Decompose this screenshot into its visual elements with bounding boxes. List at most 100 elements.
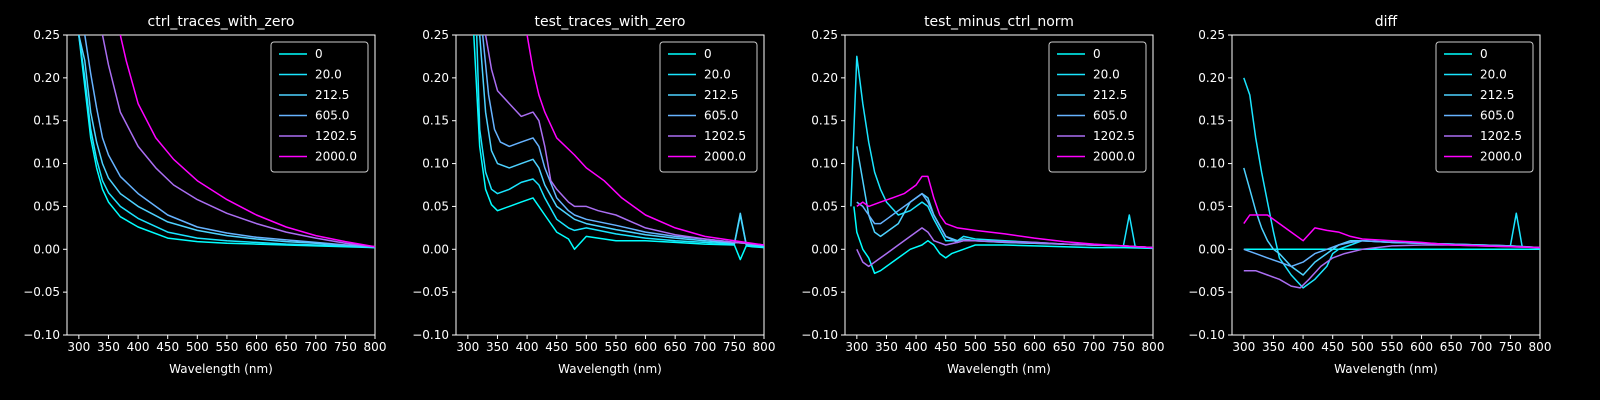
series-line-212-5 — [478, 35, 764, 247]
series-group — [78, 35, 375, 249]
y-tick-label: 0.15 — [422, 114, 449, 128]
legend: 0 20.0 212.5 605.0 1202.5 2000.0 — [1435, 41, 1534, 173]
legend: 0 20.0 212.5 605.0 1202.5 2000.0 — [1048, 41, 1147, 173]
y-tick-label: 0.10 — [811, 157, 838, 171]
chart-title: ctrl_traces_with_zero — [148, 14, 295, 30]
x-axis-label: Wavelength (nm) — [947, 362, 1051, 376]
legend-label: 2000.0 — [1480, 150, 1522, 164]
y-tick-label: 0.20 — [33, 71, 60, 85]
y-tick-label: 0.05 — [1198, 199, 1225, 213]
y-tick-label: 0.15 — [33, 114, 60, 128]
x-tick-label: 300 — [845, 340, 868, 354]
legend-label: 212.5 — [704, 88, 738, 102]
series-line-0 — [78, 35, 375, 249]
y-tick-label: 0.05 — [33, 199, 60, 213]
x-tick-label: 350 — [875, 340, 898, 354]
y-tick-label: 0.00 — [33, 242, 60, 256]
x-tick-label: 400 — [1292, 340, 1315, 354]
x-tick-label: 600 — [1410, 340, 1433, 354]
series-line-2000-0 — [119, 35, 375, 248]
series-line-1202-5 — [101, 35, 375, 248]
x-tick-label: 800 — [1529, 340, 1552, 354]
x-tick-label: 650 — [275, 340, 298, 354]
chart-title: test_minus_ctrl_norm — [924, 14, 1074, 30]
x-tick-label: 450 — [1321, 340, 1344, 354]
legend-label: 2000.0 — [315, 150, 357, 164]
x-tick-label: 300 — [456, 340, 479, 354]
y-tick-label: −0.10 — [23, 328, 60, 342]
x-tick-label: 650 — [1440, 340, 1463, 354]
y-tick-label: 0.05 — [811, 199, 838, 213]
y-tick-label: 0.20 — [1198, 71, 1225, 85]
y-tick-label: −0.10 — [801, 328, 838, 342]
x-tick-label: 550 — [215, 340, 238, 354]
legend-label: 212.5 — [1093, 88, 1127, 102]
series-group — [850, 55, 1153, 275]
x-tick-label: 400 — [127, 340, 150, 354]
y-tick-label: 0.15 — [811, 114, 838, 128]
legend-label: 0 — [704, 47, 712, 61]
legend: 0 20.0 212.5 605.0 1202.5 2000.0 — [270, 41, 369, 173]
y-tick-label: 0.25 — [811, 28, 838, 42]
y-tick-label: 0.15 — [1198, 114, 1225, 128]
y-tick-label: 0.25 — [1198, 28, 1225, 42]
x-tick-label: 350 — [1262, 340, 1285, 354]
y-tick-label: −0.05 — [23, 285, 60, 299]
y-tick-label: 0.25 — [422, 28, 449, 42]
legend-label: 2000.0 — [1093, 150, 1135, 164]
x-tick-label: 750 — [723, 340, 746, 354]
y-tick-label: 0.10 — [422, 157, 449, 171]
x-tick-label: 550 — [993, 340, 1016, 354]
x-tick-label: 450 — [934, 340, 957, 354]
x-axis-label: Wavelength (nm) — [169, 362, 273, 376]
chart-panel-2: test_traces_with_zero 300 350 400 450 500 550 6… — [412, 14, 775, 376]
legend-label: 605.0 — [704, 109, 738, 123]
series-line-2000-0 — [526, 35, 764, 246]
y-tick-label: 0.20 — [811, 71, 838, 85]
x-tick-label: 700 — [1082, 340, 1105, 354]
x-tick-label: 550 — [604, 340, 627, 354]
series-line-2000-0 — [856, 175, 1153, 249]
series-line-0 — [853, 206, 1153, 275]
y-tick-label: 0.05 — [422, 199, 449, 213]
x-axis-label: Wavelength (nm) — [558, 362, 662, 376]
y-tick-label: −0.10 — [412, 328, 449, 342]
chart-panel-4: diff 300 350 400 450 500 550 600 650 700 750 800 −0.… — [1188, 14, 1551, 376]
legend-label: 2000.0 — [704, 150, 746, 164]
x-tick-label: 550 — [1380, 340, 1403, 354]
x-tick-label: 800 — [364, 340, 387, 354]
x-tick-label: 800 — [1142, 340, 1165, 354]
legend-label: 20.0 — [704, 68, 731, 82]
series-line-605-0 — [481, 35, 764, 246]
series-line-20-0 — [78, 35, 375, 249]
legend-label: 212.5 — [315, 88, 349, 102]
legend-label: 1202.5 — [704, 129, 746, 143]
legend-label: 212.5 — [1480, 88, 1514, 102]
x-tick-label: 450 — [545, 340, 568, 354]
x-tick-label: 750 — [334, 340, 357, 354]
series-line-1202-5 — [856, 227, 1153, 268]
series-line-212-5 — [78, 35, 375, 248]
x-tick-label: 500 — [186, 340, 209, 354]
x-tick-label: 750 — [1499, 340, 1522, 354]
legend-label: 20.0 — [1093, 68, 1120, 82]
legend-label: 0 — [315, 47, 323, 61]
x-tick-label: 300 — [1232, 340, 1255, 354]
x-tick-label: 500 — [964, 340, 987, 354]
y-tick-label: 0.00 — [422, 242, 449, 256]
x-tick-label: 650 — [1053, 340, 1076, 354]
legend-label: 605.0 — [1480, 109, 1514, 123]
x-tick-label: 700 — [304, 340, 327, 354]
y-tick-label: 0.25 — [33, 28, 60, 42]
legend: 0 20.0 212.5 605.0 1202.5 2000.0 — [659, 41, 758, 173]
legend-label: 20.0 — [315, 68, 342, 82]
legend-label: 1202.5 — [1480, 129, 1522, 143]
y-tick-label: 0.00 — [811, 242, 838, 256]
y-tick-label: −0.05 — [412, 285, 449, 299]
x-axis-label: Wavelength (nm) — [1334, 362, 1438, 376]
series-line-1202-5 — [484, 35, 764, 246]
y-tick-label: 0.20 — [422, 71, 449, 85]
x-tick-label: 450 — [156, 340, 179, 354]
x-tick-label: 700 — [693, 340, 716, 354]
